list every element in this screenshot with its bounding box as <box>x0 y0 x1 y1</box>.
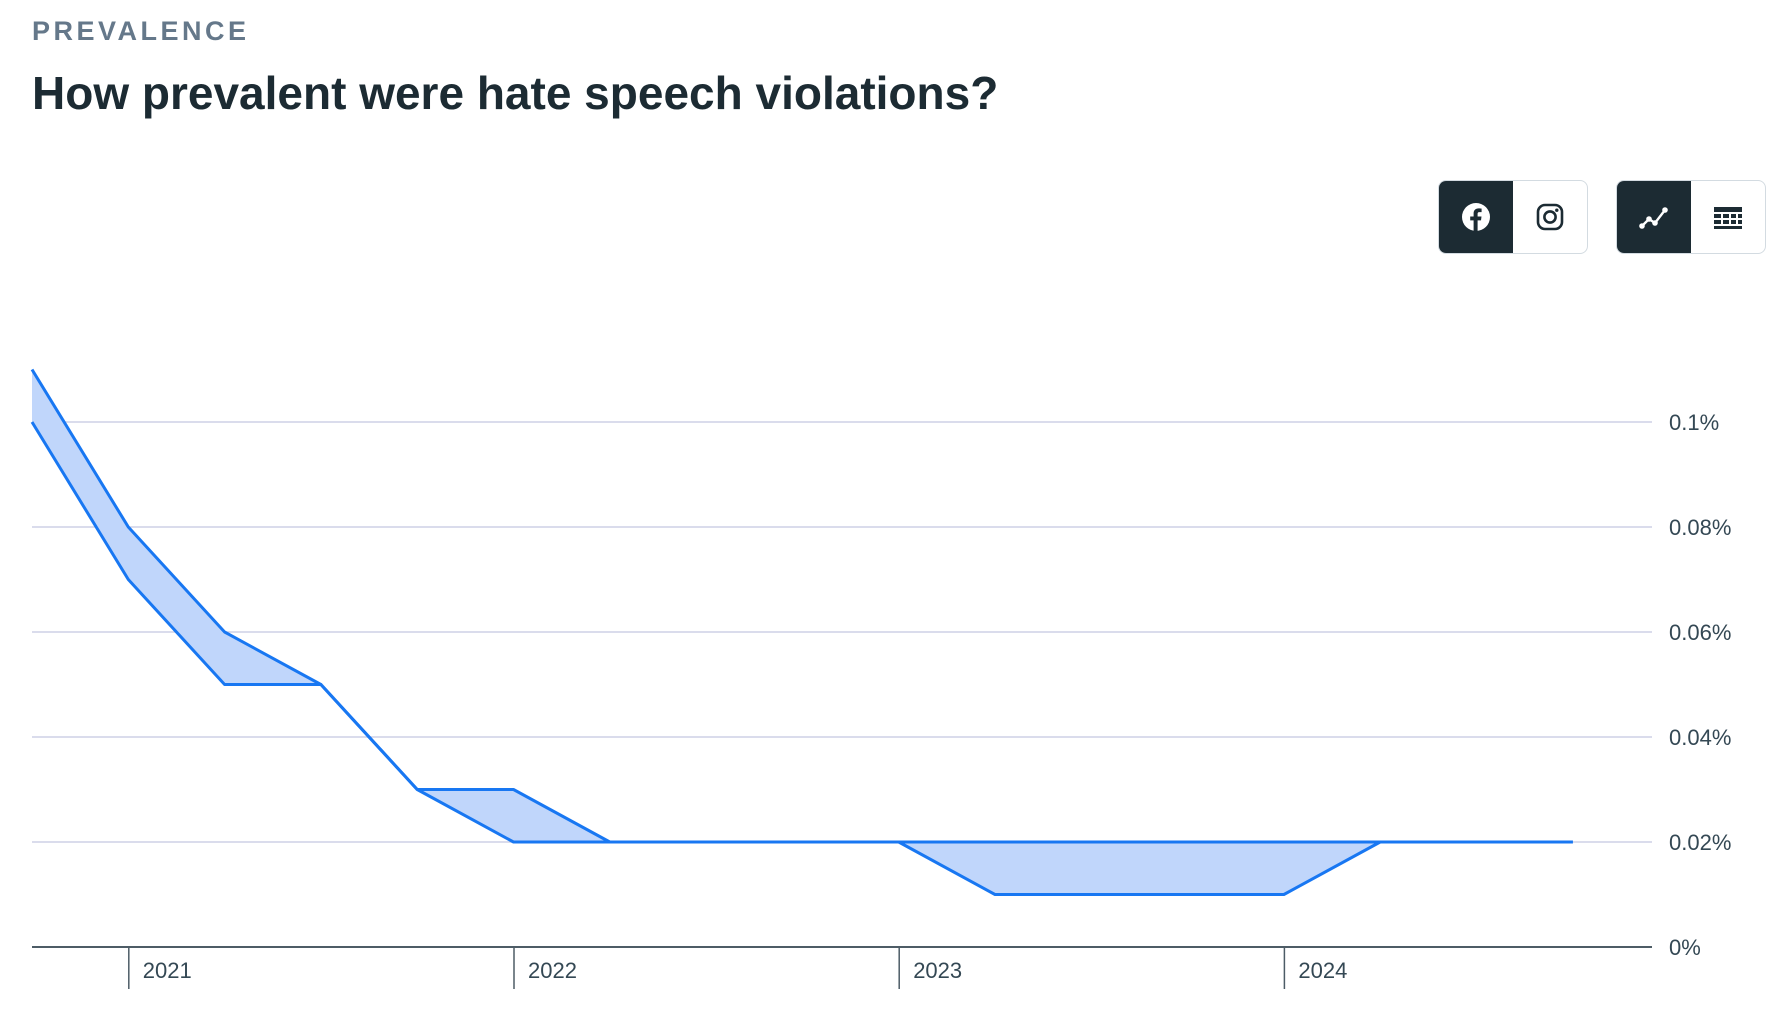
table-view-button[interactable] <box>1691 181 1765 253</box>
instagram-button[interactable] <box>1513 181 1587 253</box>
y-tick-label: 0.08% <box>1669 515 1731 540</box>
x-tick-label: 2021 <box>143 958 192 983</box>
y-tick-label: 0.02% <box>1669 830 1731 855</box>
upper-bound-line <box>30 368 1573 844</box>
lower-bound-line <box>30 421 1573 896</box>
platform-toggle <box>1438 180 1588 254</box>
view-toggle <box>1616 180 1766 254</box>
x-tick-label: 2022 <box>528 958 577 983</box>
section-eyebrow: PREVALENCE <box>32 16 250 46</box>
chart-view-button[interactable] <box>1617 181 1691 253</box>
y-tick-label: 0% <box>1669 935 1701 960</box>
y-tick-label: 0.1% <box>1669 410 1719 435</box>
y-tick-label: 0.04% <box>1669 725 1731 750</box>
x-tick-label: 2023 <box>913 958 962 983</box>
instagram-icon <box>1536 203 1564 231</box>
page-title: How prevalent were hate speech violation… <box>32 67 999 119</box>
x-tick-label: 2024 <box>1298 958 1347 983</box>
facebook-button[interactable] <box>1439 181 1513 253</box>
y-tick-label: 0.06% <box>1669 620 1731 645</box>
line-chart-icon <box>1639 207 1668 229</box>
table-icon <box>1714 207 1742 229</box>
facebook-icon <box>1462 203 1490 231</box>
